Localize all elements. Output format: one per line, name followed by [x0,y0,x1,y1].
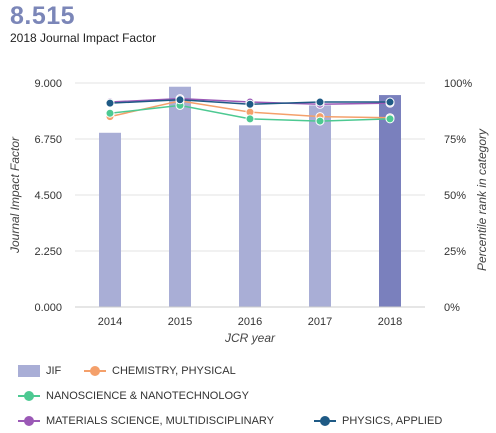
series-point [245,99,255,109]
x-tick-label: 2016 [238,316,262,328]
y-left-tick-label: 0.000 [34,302,62,314]
y-right-tick-label: 75% [444,134,466,146]
y-right-axis-title: Percentile rank in category [475,128,489,271]
series-point [175,95,185,105]
jif-bar [99,132,121,307]
x-tick-label: 2017 [308,316,332,328]
x-tick-label: 2014 [98,316,122,328]
impact-factor-caption: 2018 Journal Impact Factor [10,31,157,45]
series-point [385,97,395,107]
x-tick-label: 2015 [168,316,192,328]
impact-factor-value: 8.515 [10,2,76,30]
series-point [385,114,395,124]
y-left-tick-label: 6.750 [34,134,62,146]
jif-bar [379,95,401,308]
y-right-tick-label: 0% [444,302,460,314]
y-right-tick-label: 25% [444,246,466,258]
y-right-tick-label: 50% [444,190,466,202]
x-axis-title: JCR year [224,331,276,345]
jif-bar [239,125,261,307]
series-point [105,98,115,108]
y-left-tick-label: 9.000 [34,78,62,90]
x-tick-label: 2018 [378,316,402,328]
series-point [315,116,325,126]
jif-bar [309,105,331,308]
series-point [315,97,325,107]
series-point [245,114,255,124]
series-point [105,108,115,118]
y-left-tick-label: 4.500 [34,190,62,202]
jif-bar [169,86,191,307]
y-right-tick-label: 100% [444,78,472,90]
y-left-tick-label: 2.250 [34,246,62,258]
y-left-axis-title: Journal Impact Factor [8,136,22,254]
